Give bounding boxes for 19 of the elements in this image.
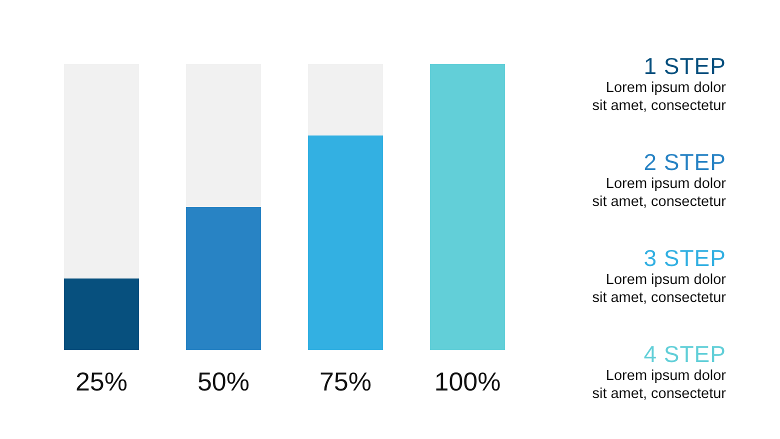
bar bbox=[308, 136, 383, 350]
data-label: 50% bbox=[197, 366, 250, 396]
text: Lorem ipsum dolor sit amet, consectetur bbox=[591, 367, 726, 403]
text: 1 STEP bbox=[642, 53, 726, 79]
data-label: 25% bbox=[75, 366, 128, 396]
text: Lorem ipsum dolor sit amet, consectetur bbox=[591, 79, 726, 115]
bar bbox=[186, 207, 261, 350]
text: Lorem ipsum dolor sit amet, consectetur bbox=[591, 271, 726, 307]
bar bbox=[64, 64, 139, 278]
bar bbox=[186, 64, 261, 207]
data-label: 75% bbox=[319, 366, 372, 396]
bar bbox=[64, 278, 139, 350]
data-label: 100% bbox=[434, 366, 501, 396]
bar bbox=[430, 64, 505, 350]
text: 4 STEP bbox=[642, 341, 726, 367]
text: 3 STEP bbox=[642, 245, 726, 271]
text: 2 STEP bbox=[642, 149, 726, 175]
bar bbox=[308, 64, 383, 136]
text: Lorem ipsum dolor sit amet, consectetur bbox=[591, 175, 726, 211]
